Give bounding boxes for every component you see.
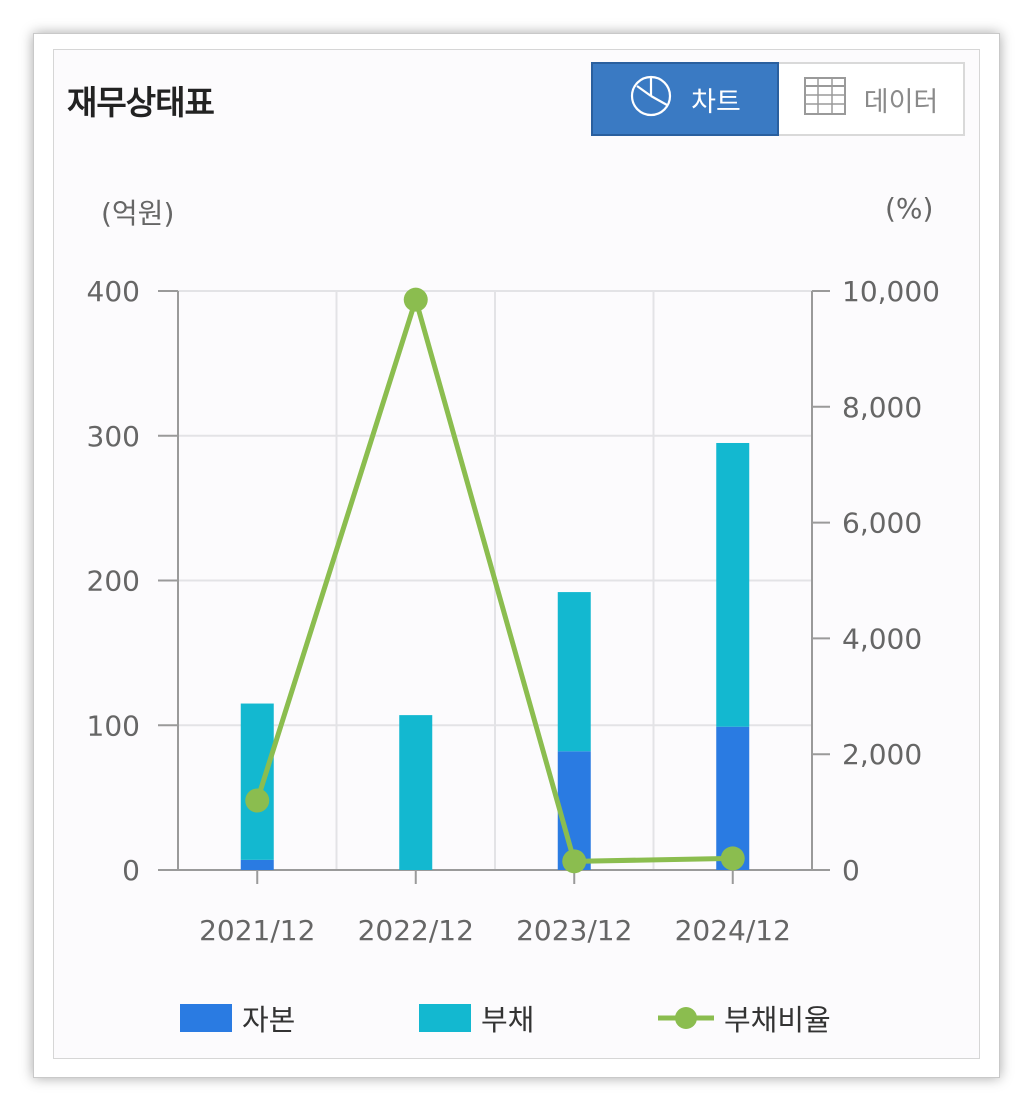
right-tick-label-5: 10,000 [842, 275, 940, 308]
bar-liabilities-1 [399, 715, 433, 870]
debt-ratio-line [254, 297, 733, 864]
bar-liabilities-3 [716, 442, 750, 727]
page-title: 재무상태표 [67, 83, 215, 122]
legend-label-equity: 자본 [242, 1003, 296, 1037]
financial-statement-card [53, 49, 980, 1059]
legend-item-liabilities[interactable]: 부채 [419, 997, 534, 1039]
pie-chart-icon [629, 74, 673, 125]
legend-item-equity[interactable]: 자본 [180, 997, 295, 1039]
legend-item-debt-ratio[interactable]: 부채비율 [658, 997, 831, 1039]
left-tick-label-2: 200 [87, 565, 140, 598]
chart-view-button[interactable]: 차트 [591, 62, 779, 136]
debt-ratio-point-2 [562, 849, 587, 874]
debt-ratio-point-1 [403, 287, 428, 312]
chart-view-label: 차트 [691, 86, 741, 118]
data-view-button[interactable]: 데이터 [779, 62, 965, 136]
right-axis-unit: (%) [885, 192, 934, 225]
right-tick-label-4: 8,000 [842, 391, 922, 424]
legend-label-liabilities: 부채 [481, 1003, 535, 1037]
legend-label-debt-ratio: 부채비율 [724, 1003, 831, 1037]
debt-ratio-point-3 [720, 846, 745, 871]
bar-equity-3 [716, 726, 750, 870]
right-tick-label-1: 2,000 [842, 738, 922, 771]
debt-ratio-point-0 [245, 788, 270, 813]
left-tick-label-0: 0 [122, 854, 140, 887]
left-axis-unit: (억원) [101, 197, 175, 230]
legend-swatch-equity [180, 1004, 232, 1032]
data-view-label: 데이터 [863, 86, 939, 118]
x-tick-label-0: 2021/12 [199, 914, 315, 947]
left-tick-label-1: 100 [87, 709, 140, 742]
left-tick-label-4: 400 [87, 275, 140, 308]
right-tick-label-2: 4,000 [842, 622, 922, 655]
x-tick-label-3: 2024/12 [675, 914, 791, 947]
table-grid-icon [803, 76, 846, 122]
x-tick-label-2: 2023/12 [516, 914, 632, 947]
bar-liabilities-0 [240, 703, 274, 860]
legend-swatch-liabilities [419, 1004, 471, 1032]
bar-equity-0 [240, 859, 274, 870]
view-toggle: 차트 데이터 [591, 62, 965, 136]
x-tick-label-1: 2022/12 [358, 914, 474, 947]
right-tick-label-3: 6,000 [842, 507, 922, 540]
right-tick-label-0: 0 [842, 854, 860, 887]
legend-swatch-debt-ratio [658, 1007, 714, 1029]
bar-liabilities-2 [557, 592, 591, 752]
left-tick-label-3: 300 [87, 420, 140, 453]
